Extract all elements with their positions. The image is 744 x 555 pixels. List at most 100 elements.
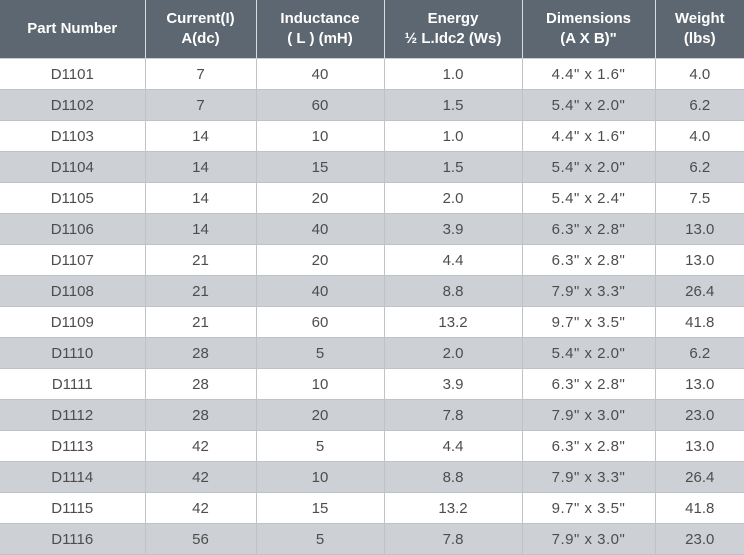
table-row: D1112 28 20 7.8 7.9" x 3.0" 23.0	[0, 399, 744, 431]
cell-energy: 4.4	[384, 430, 523, 462]
cell-dimensions: 7.9" x 3.0"	[522, 523, 656, 555]
cell-inductance: 20	[256, 399, 385, 431]
cell-inductance: 10	[256, 120, 385, 152]
cell-current: 14	[145, 213, 257, 245]
cell-energy: 1.5	[384, 151, 523, 183]
table-row: D1113 42 5 4.4 6.3" x 2.8" 13.0	[0, 430, 744, 462]
header-dimensions-line-2: (A X B)"	[560, 30, 617, 47]
cell-dimensions: 7.9" x 3.3"	[522, 275, 656, 307]
header-row: Part Number Current(I) A(dc) Inductance …	[0, 0, 744, 59]
cell-part-number: D1112	[0, 399, 146, 431]
cell-part-number: D1116	[0, 523, 146, 555]
table-header: Part Number Current(I) A(dc) Inductance …	[0, 0, 744, 59]
header-weight: Weight (lbs)	[655, 0, 744, 59]
header-current-line-2: A(dc)	[181, 30, 220, 47]
cell-dimensions: 7.9" x 3.3"	[522, 461, 656, 493]
cell-current: 7	[145, 89, 257, 121]
table-row: D1102 7 60 1.5 5.4" x 2.0" 6.2	[0, 89, 744, 121]
cell-weight: 6.2	[655, 89, 744, 121]
cell-dimensions: 6.3" x 2.8"	[522, 244, 656, 276]
cell-dimensions: 6.3" x 2.8"	[522, 430, 656, 462]
table-row: D1107 21 20 4.4 6.3" x 2.8" 13.0	[0, 244, 744, 276]
cell-current: 14	[145, 120, 257, 152]
cell-energy: 1.0	[384, 58, 523, 90]
cell-inductance: 20	[256, 182, 385, 214]
cell-energy: 7.8	[384, 399, 523, 431]
cell-weight: 6.2	[655, 337, 744, 369]
cell-inductance: 40	[256, 275, 385, 307]
header-current: Current(I) A(dc)	[145, 0, 257, 59]
cell-inductance: 5	[256, 430, 385, 462]
cell-weight: 13.0	[655, 244, 744, 276]
header-dimensions: Dimensions (A X B)"	[522, 0, 656, 59]
table-row: D1110 28 5 2.0 5.4" x 2.0" 6.2	[0, 337, 744, 369]
cell-inductance: 40	[256, 213, 385, 245]
cell-current: 28	[145, 337, 257, 369]
header-inductance-line-1: Inductance	[280, 10, 360, 27]
cell-energy: 1.0	[384, 120, 523, 152]
cell-energy: 3.9	[384, 368, 523, 400]
header-inductance: Inductance ( L ) (mH)	[256, 0, 385, 59]
cell-part-number: D1110	[0, 337, 146, 369]
cell-inductance: 15	[256, 492, 385, 524]
cell-energy: 7.8	[384, 523, 523, 555]
cell-energy: 8.8	[384, 275, 523, 307]
cell-inductance: 40	[256, 58, 385, 90]
header-part-number: Part Number	[0, 0, 146, 59]
cell-energy: 2.0	[384, 182, 523, 214]
cell-weight: 26.4	[655, 275, 744, 307]
header-weight-line-1: Weight	[674, 10, 725, 27]
cell-energy: 8.8	[384, 461, 523, 493]
cell-dimensions: 9.7" x 3.5"	[522, 306, 656, 338]
cell-current: 21	[145, 306, 257, 338]
table-row: D1114 42 10 8.8 7.9" x 3.3" 26.4	[0, 461, 744, 493]
cell-inductance: 60	[256, 306, 385, 338]
cell-current: 21	[145, 244, 257, 276]
table-row: D1103 14 10 1.0 4.4" x 1.6" 4.0	[0, 120, 744, 152]
cell-inductance: 10	[256, 461, 385, 493]
cell-weight: 13.0	[655, 430, 744, 462]
cell-dimensions: 5.4" x 2.0"	[522, 151, 656, 183]
cell-current: 28	[145, 368, 257, 400]
table-row: D1105 14 20 2.0 5.4" x 2.4" 7.5	[0, 182, 744, 214]
header-inductance-line-2: ( L ) (mH)	[287, 30, 353, 47]
cell-energy: 13.2	[384, 306, 523, 338]
cell-weight: 41.8	[655, 306, 744, 338]
cell-current: 42	[145, 430, 257, 462]
cell-energy: 4.4	[384, 244, 523, 276]
cell-weight: 4.0	[655, 120, 744, 152]
cell-dimensions: 9.7" x 3.5"	[522, 492, 656, 524]
cell-current: 28	[145, 399, 257, 431]
cell-part-number: D1101	[0, 58, 146, 90]
table-body: D1101 7 40 1.0 4.4" x 1.6" 4.0 D1102 7 60 1.5 5.4"…	[0, 58, 744, 555]
cell-energy: 1.5	[384, 89, 523, 121]
table-row: D1109 21 60 13.2 9.7" x 3.5" 41.8	[0, 306, 744, 338]
cell-part-number: D1115	[0, 492, 146, 524]
cell-part-number: D1108	[0, 275, 146, 307]
cell-current: 56	[145, 523, 257, 555]
table-row: D1116 56 5 7.8 7.9" x 3.0" 23.0	[0, 523, 744, 555]
header-part-number-line-1: Part Number	[27, 20, 118, 37]
cell-part-number: D1106	[0, 213, 146, 245]
cell-inductance: 20	[256, 244, 385, 276]
header-energy: Energy ½ L.Idc2 (Ws)	[384, 0, 523, 59]
cell-energy: 2.0	[384, 337, 523, 369]
cell-part-number: D1104	[0, 151, 146, 183]
header-weight-line-2: (lbs)	[683, 30, 716, 47]
table-row: D1115 42 15 13.2 9.7" x 3.5" 41.8	[0, 492, 744, 524]
cell-weight: 23.0	[655, 523, 744, 555]
header-energy-line-1: Energy	[427, 10, 479, 27]
table-row: D1104 14 15 1.5 5.4" x 2.0" 6.2	[0, 151, 744, 183]
table-row: D1101 7 40 1.0 4.4" x 1.6" 4.0	[0, 58, 744, 90]
cell-current: 42	[145, 461, 257, 493]
header-energy-line-2: ½ L.Idc2 (Ws)	[404, 30, 502, 47]
cell-part-number: D1109	[0, 306, 146, 338]
table-row: D1106 14 40 3.9 6.3" x 2.8" 13.0	[0, 213, 744, 245]
cell-dimensions: 6.3" x 2.8"	[522, 368, 656, 400]
cell-current: 42	[145, 492, 257, 524]
cell-weight: 26.4	[655, 461, 744, 493]
cell-part-number: D1102	[0, 89, 146, 121]
cell-part-number: D1105	[0, 182, 146, 214]
cell-energy: 13.2	[384, 492, 523, 524]
